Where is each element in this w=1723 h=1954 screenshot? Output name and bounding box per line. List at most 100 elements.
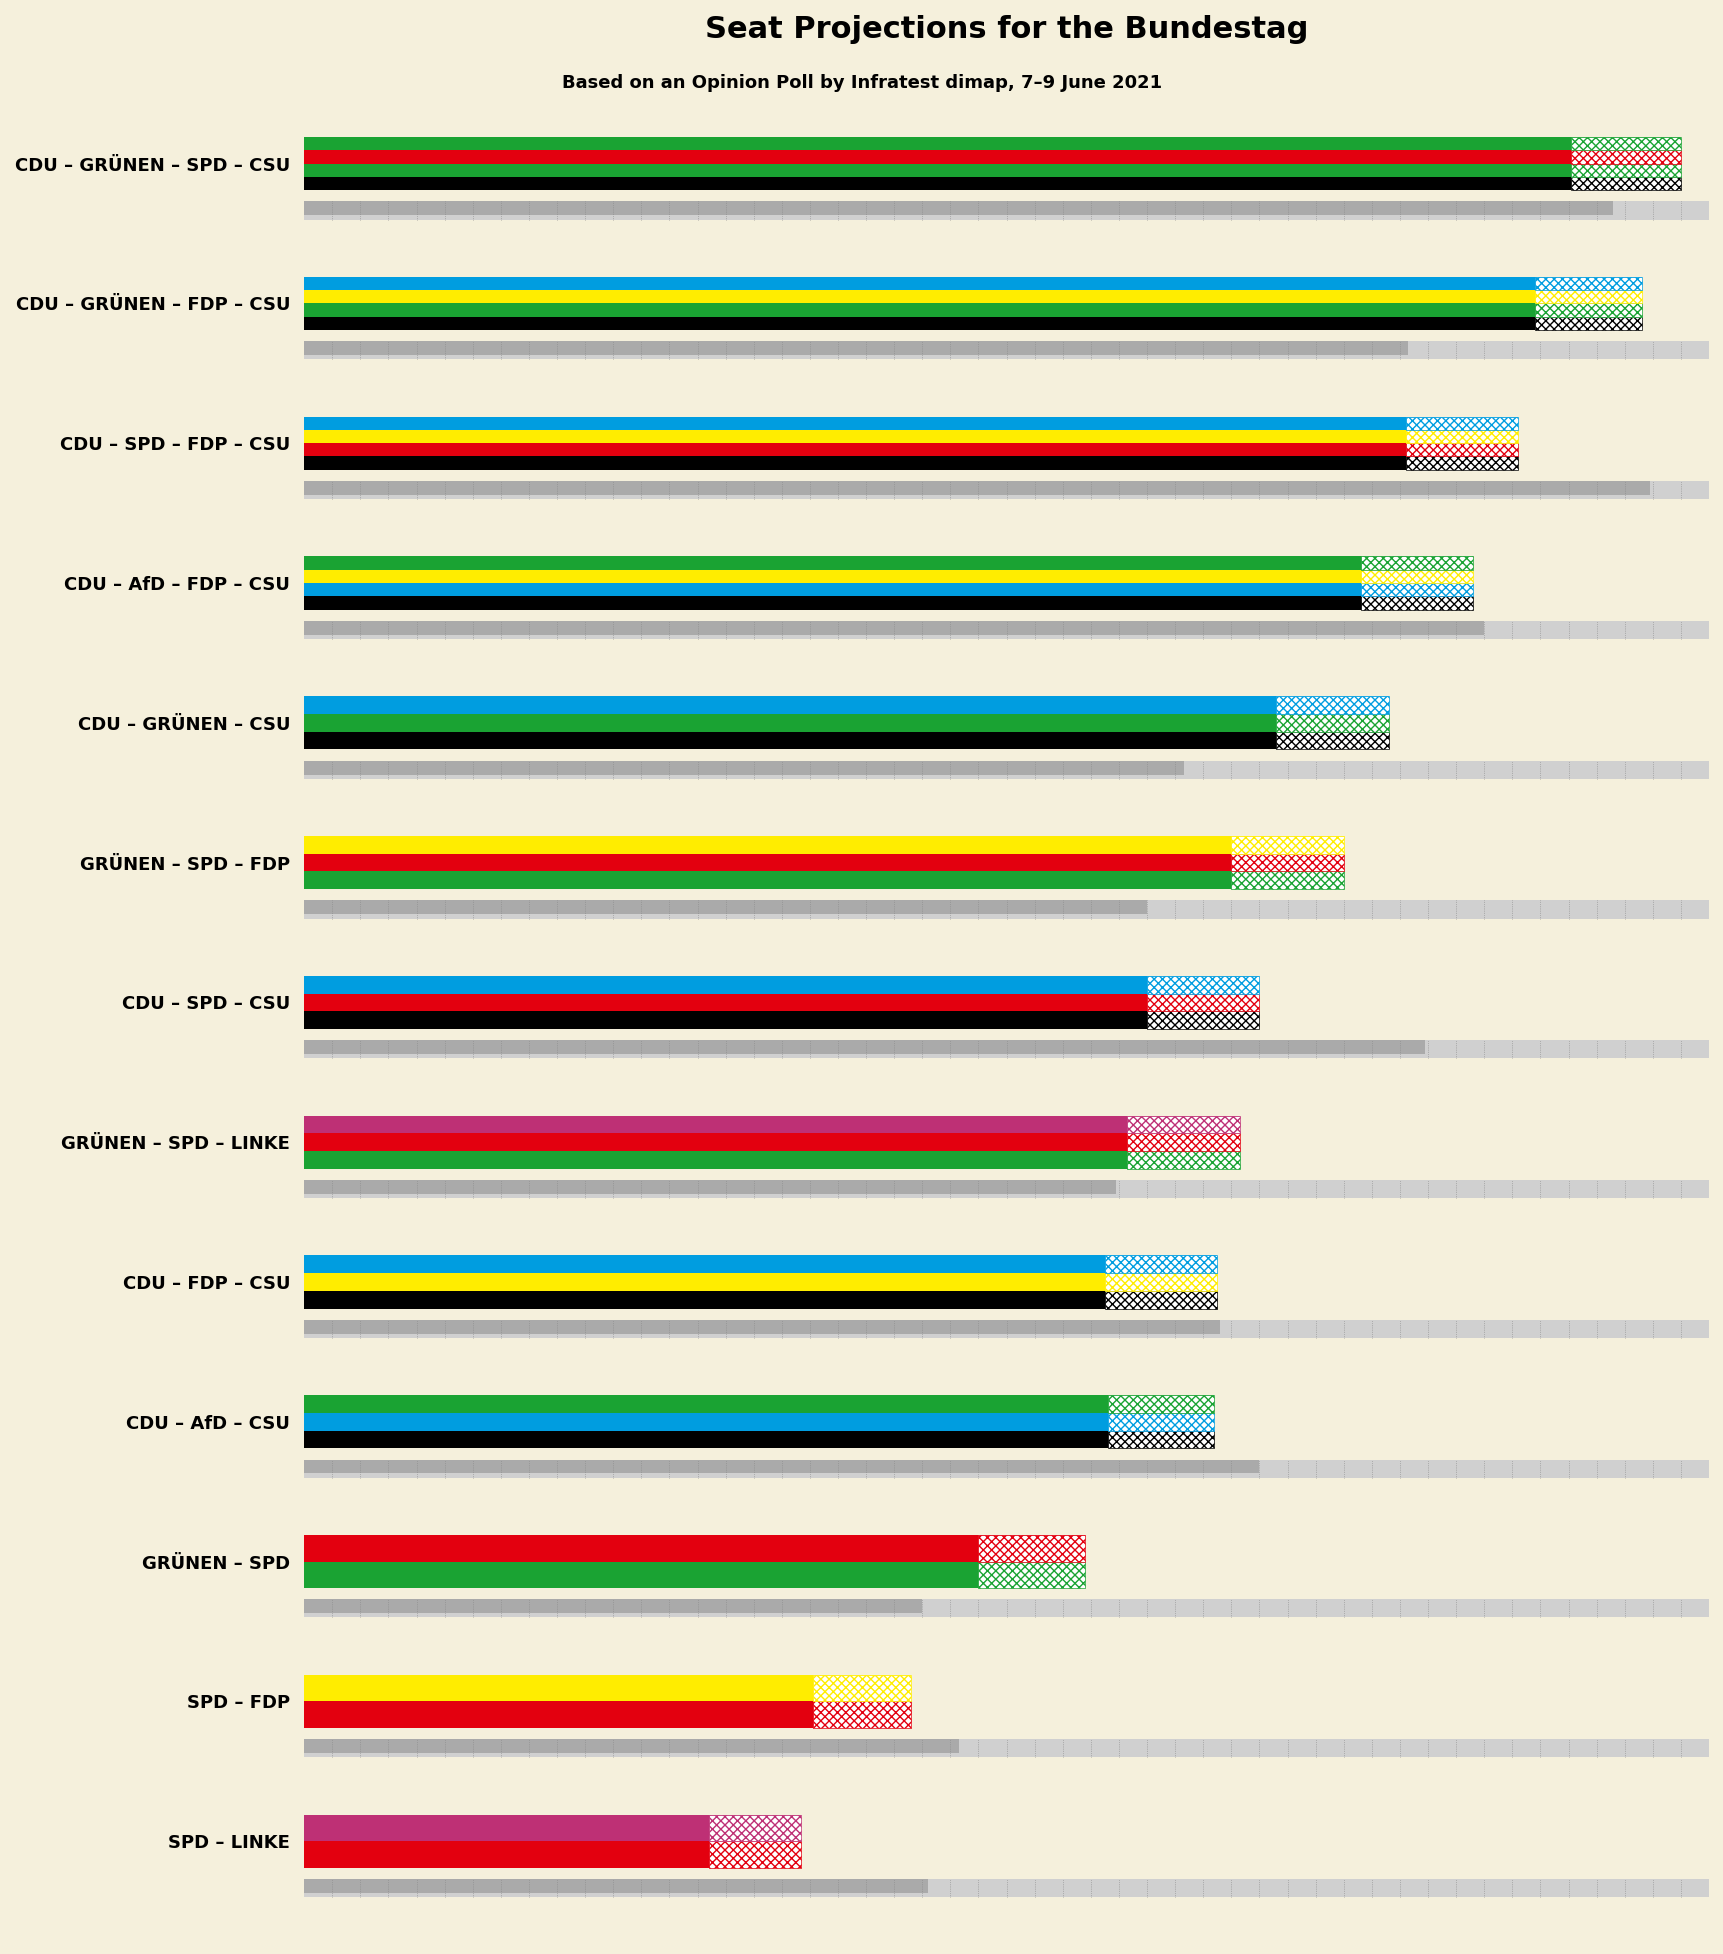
Bar: [1533, 277, 1640, 289]
Bar: [1127, 1151, 1239, 1168]
Bar: [303, 430, 1516, 444]
Bar: [1104, 1274, 1216, 1292]
Bar: [708, 1841, 801, 1868]
Bar: [1230, 854, 1342, 871]
Bar: [303, 178, 1680, 190]
Bar: [303, 1292, 1216, 1309]
Bar: [1570, 178, 1680, 190]
Bar: [303, 596, 1471, 610]
Bar: [303, 1880, 927, 1893]
Bar: [1359, 596, 1471, 610]
Bar: [303, 201, 1707, 219]
Bar: [303, 1395, 1213, 1413]
Bar: [303, 557, 1471, 571]
Bar: [303, 1180, 1707, 1198]
Bar: [303, 1430, 1213, 1448]
Bar: [1108, 1430, 1213, 1448]
Bar: [303, 713, 1389, 731]
Bar: [1359, 582, 1471, 596]
Bar: [303, 1151, 1239, 1168]
Bar: [303, 621, 1484, 635]
Bar: [812, 1675, 910, 1702]
Bar: [979, 1561, 1084, 1589]
Bar: [1570, 137, 1680, 150]
Bar: [303, 1116, 1239, 1133]
Bar: [1108, 1395, 1213, 1413]
Bar: [303, 164, 1680, 178]
Bar: [303, 975, 1260, 993]
Bar: [1127, 1133, 1239, 1151]
Bar: [303, 1319, 1707, 1338]
Bar: [303, 871, 1342, 889]
Bar: [303, 1841, 801, 1868]
Bar: [303, 1254, 1216, 1274]
Bar: [303, 836, 1342, 854]
Bar: [303, 289, 1640, 303]
Bar: [303, 1460, 1707, 1477]
Bar: [303, 901, 1707, 918]
Bar: [303, 760, 1707, 780]
Bar: [979, 1536, 1084, 1561]
Bar: [303, 342, 1408, 356]
Bar: [303, 696, 1389, 713]
Bar: [303, 416, 1516, 430]
Bar: [303, 1460, 1260, 1473]
Bar: [303, 277, 1640, 289]
Bar: [1359, 557, 1471, 571]
Bar: [303, 1274, 1216, 1292]
Bar: [303, 731, 1389, 750]
Bar: [303, 1598, 922, 1614]
Bar: [303, 760, 1184, 774]
Bar: [1275, 713, 1389, 731]
Bar: [303, 342, 1707, 360]
Bar: [303, 582, 1471, 596]
Bar: [303, 1880, 1707, 1897]
Bar: [1533, 317, 1640, 330]
Bar: [1108, 1413, 1213, 1430]
Bar: [1104, 1254, 1216, 1274]
Bar: [303, 1319, 1220, 1335]
Bar: [303, 1536, 1084, 1561]
Bar: [303, 457, 1516, 469]
Bar: [1146, 975, 1260, 993]
Bar: [303, 481, 1649, 494]
Bar: [303, 854, 1342, 871]
Bar: [303, 137, 1680, 150]
Bar: [303, 201, 1613, 215]
Text: Based on an Opinion Poll by Infratest dimap, 7–9 June 2021: Based on an Opinion Poll by Infratest di…: [562, 74, 1161, 92]
Bar: [1404, 444, 1516, 457]
Bar: [1104, 1292, 1216, 1309]
Bar: [1404, 430, 1516, 444]
Bar: [303, 1561, 1084, 1589]
Bar: [708, 1815, 801, 1841]
Bar: [1570, 164, 1680, 178]
Bar: [303, 901, 1146, 914]
Bar: [303, 1702, 910, 1727]
Bar: [1146, 993, 1260, 1012]
Bar: [1230, 836, 1342, 854]
Bar: [303, 1040, 1425, 1053]
Bar: [303, 150, 1680, 164]
Bar: [303, 1413, 1213, 1430]
Bar: [303, 1739, 1707, 1757]
Bar: [1533, 289, 1640, 303]
Bar: [1146, 1012, 1260, 1030]
Bar: [303, 1598, 1707, 1618]
Bar: [1359, 571, 1471, 582]
Bar: [1275, 731, 1389, 750]
Bar: [303, 1675, 910, 1702]
Bar: [1533, 303, 1640, 317]
Bar: [303, 571, 1471, 582]
Bar: [1570, 150, 1680, 164]
Bar: [1275, 696, 1389, 713]
Bar: [303, 621, 1707, 639]
Bar: [303, 317, 1640, 330]
Bar: [303, 1180, 1115, 1194]
Bar: [812, 1702, 910, 1727]
Bar: [303, 1133, 1239, 1151]
Title: Seat Projections for the Bundestag: Seat Projections for the Bundestag: [705, 16, 1308, 45]
Bar: [303, 1012, 1260, 1030]
Bar: [303, 1040, 1707, 1059]
Bar: [303, 303, 1640, 317]
Bar: [303, 444, 1516, 457]
